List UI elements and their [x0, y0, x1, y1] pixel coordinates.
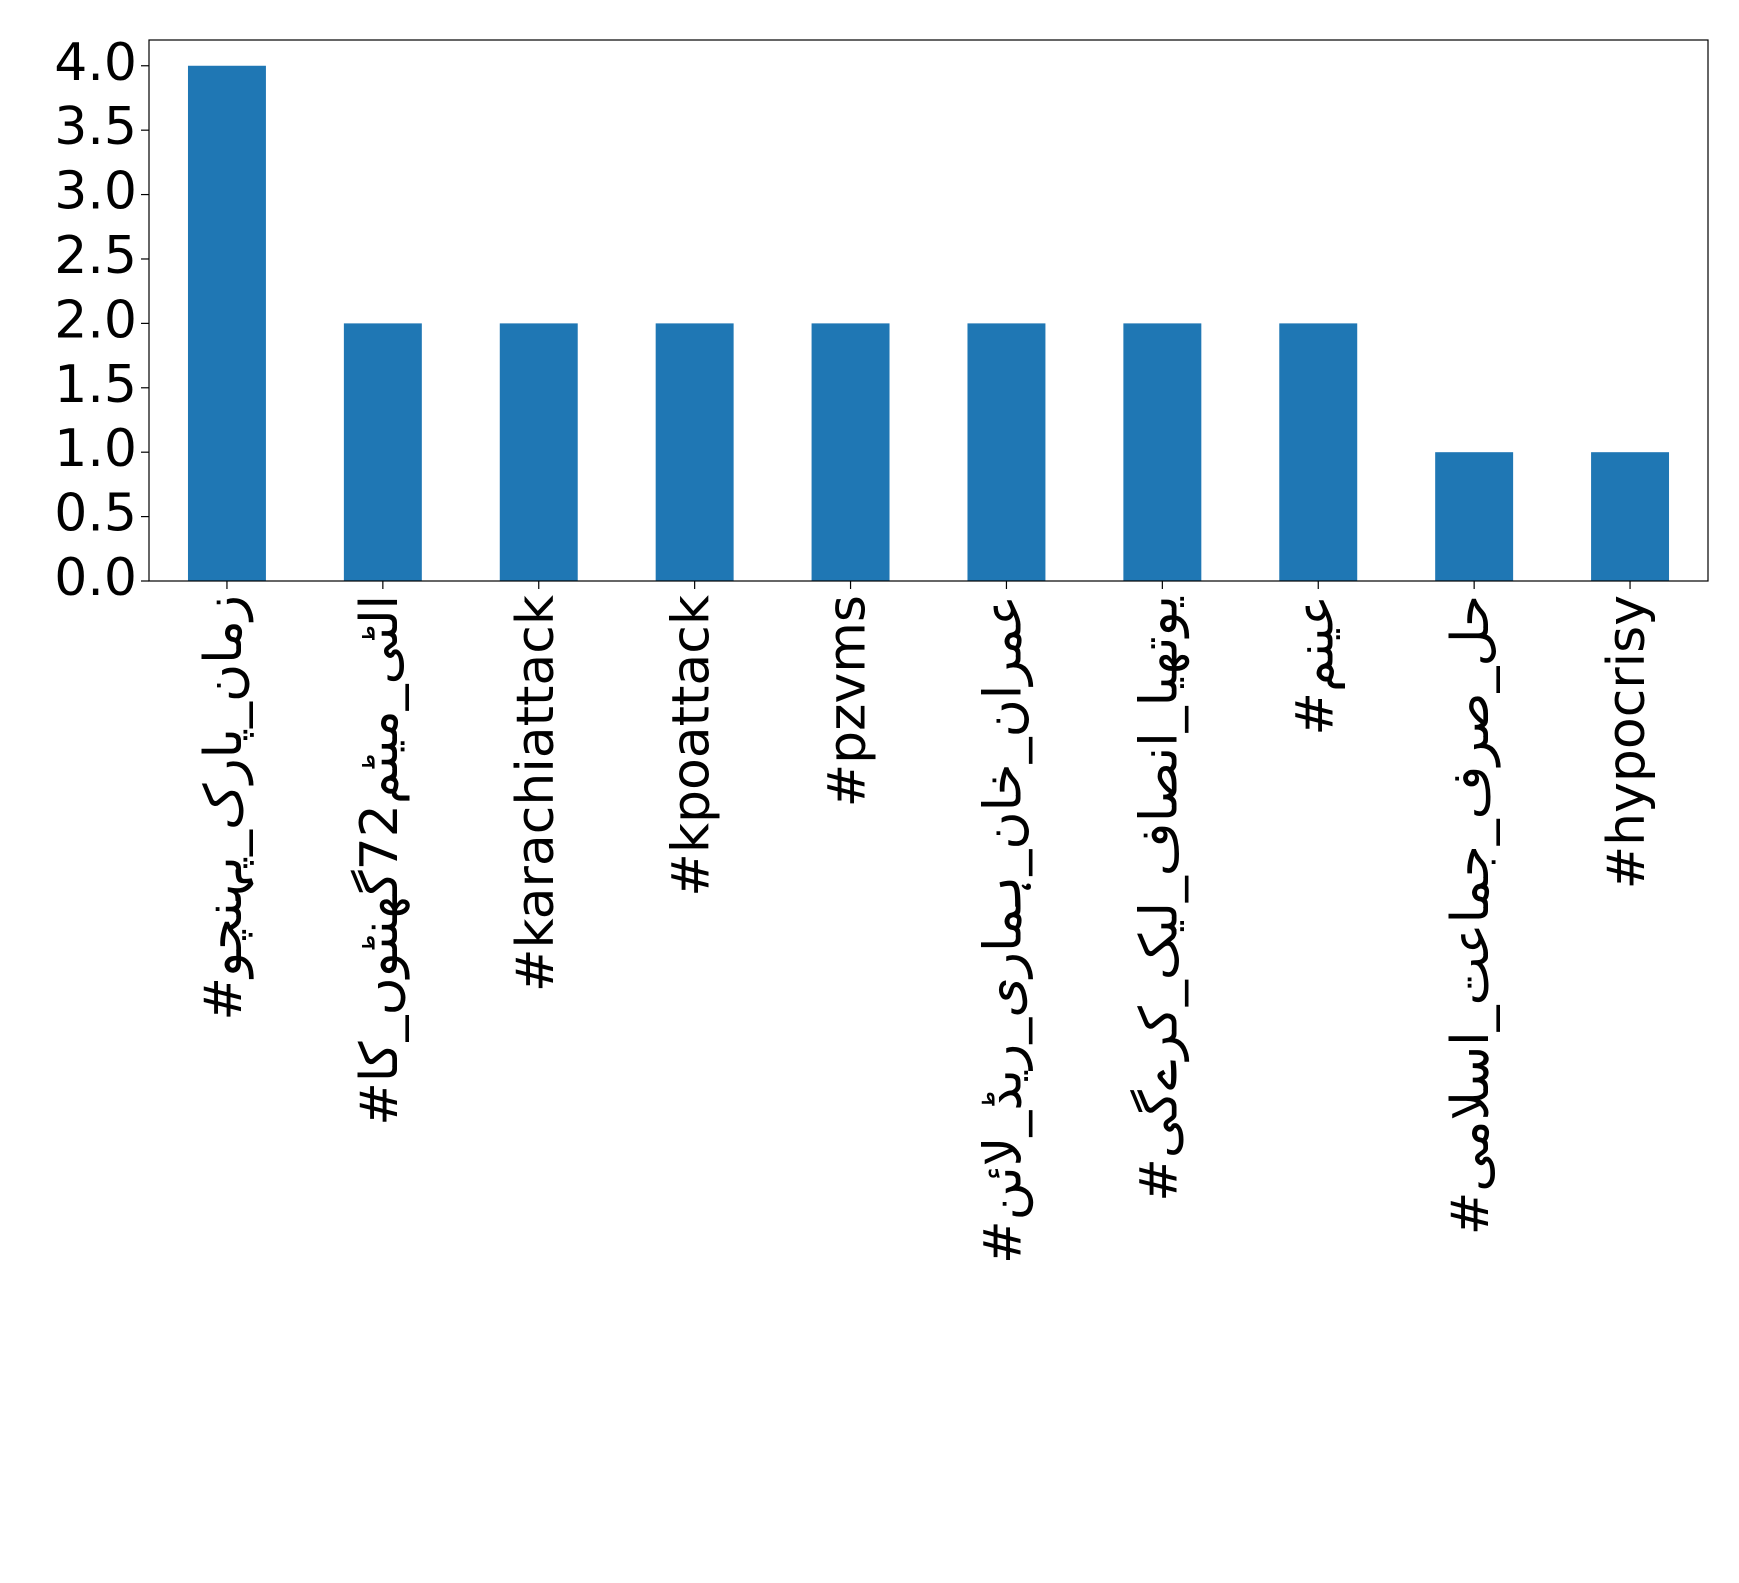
x-tick-label: #hypocrisy	[1597, 595, 1657, 889]
x-tick-label: #karachiattack	[506, 595, 566, 992]
x-tick-label: #زمان_پارک_پہنچو	[194, 595, 254, 1021]
y-tick-label: 2.0	[54, 290, 137, 350]
bar	[343, 323, 422, 581]
x-tick-label: #یوتھیا_انصاف_لیک_کرےگی	[1129, 595, 1189, 1202]
y-tick-label: 0.5	[54, 484, 137, 544]
bar	[1123, 323, 1202, 581]
x-tick-label: #حل_صرف_جماعت_اسلامی	[1441, 595, 1501, 1235]
bar	[655, 323, 734, 581]
bar	[187, 65, 266, 581]
x-tick-label: #kpoattack	[662, 595, 722, 897]
y-tick-label: 3.5	[54, 97, 137, 157]
y-tick-label: 1.0	[54, 419, 137, 479]
bar	[1591, 452, 1670, 581]
bar	[1279, 323, 1358, 581]
y-tick-label: 4.0	[54, 33, 137, 93]
plot-frame	[148, 39, 1709, 582]
y-tick-label: 1.5	[54, 355, 137, 415]
x-tick-label: #عمران_خان_ہماری_ریڈ_لائن	[973, 595, 1033, 1264]
bar	[811, 323, 890, 581]
bar	[499, 323, 578, 581]
x-tick-label: #الٹی_میٹم72گھنٹوں_کا	[350, 595, 410, 1126]
y-tick-label: 2.5	[54, 226, 137, 286]
x-tick-label: #عینم	[1285, 595, 1345, 736]
x-tick-label: #pzvms	[818, 595, 878, 807]
bar	[1435, 452, 1514, 581]
y-tick-label: 3.0	[54, 162, 137, 222]
y-tick-label: 0.0	[54, 548, 137, 608]
bar	[967, 323, 1046, 581]
